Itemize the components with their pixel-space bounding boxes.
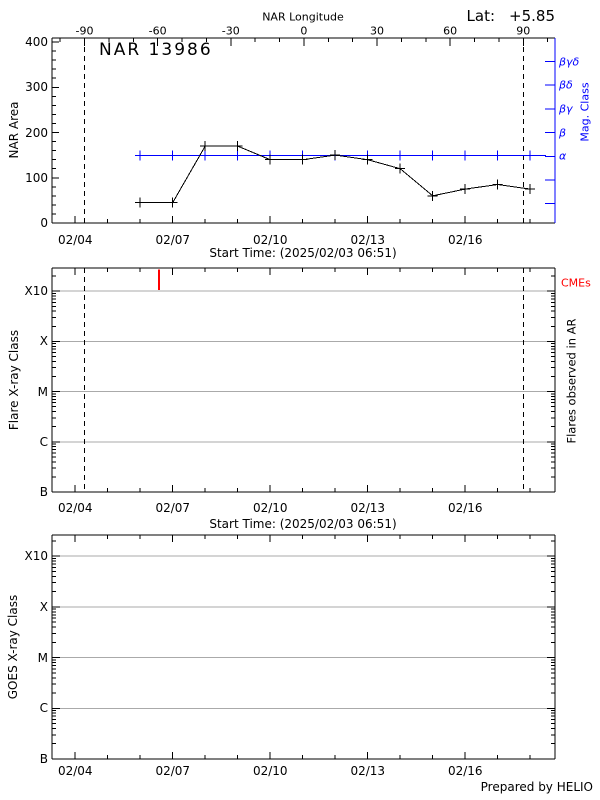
solar-active-region-figure: NAR Longitude Lat: +5.85 NAR 13986 NAR Ar… (6, 8, 593, 793)
chart-canvas (51, 37, 556, 760)
